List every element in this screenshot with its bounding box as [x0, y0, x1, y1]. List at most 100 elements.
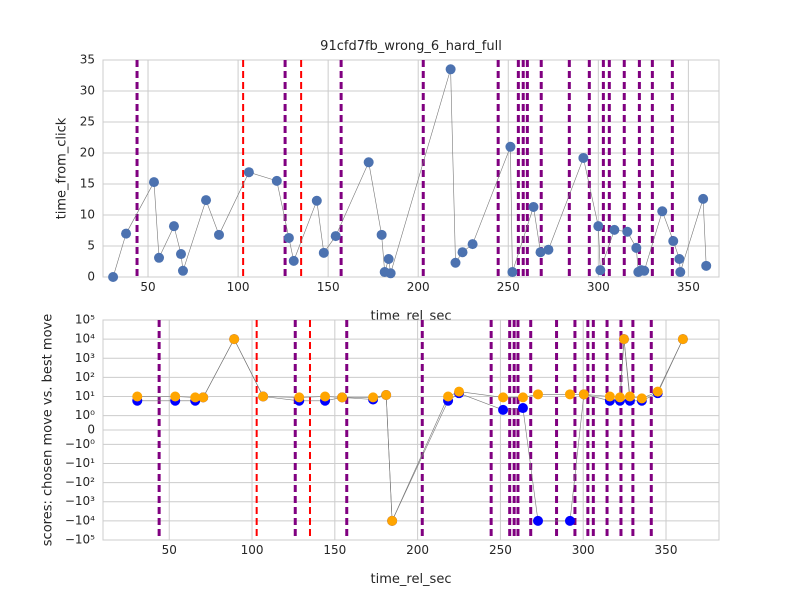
x-tick-label: 250: [497, 280, 520, 294]
point: [132, 391, 143, 402]
point: [320, 391, 331, 402]
y-tick-label: 15: [80, 177, 95, 191]
point: [311, 195, 322, 206]
y-tick-label: 30: [80, 84, 95, 98]
y-tick-label: −10⁵: [65, 533, 95, 547]
y-tick-label: 10²: [75, 370, 95, 384]
point: [668, 236, 679, 247]
point: [337, 392, 348, 403]
point: [243, 167, 254, 178]
point: [507, 267, 518, 278]
point: [674, 254, 685, 265]
y-tick-label: 10³: [75, 351, 95, 365]
x-tick-label: 100: [241, 543, 264, 557]
point: [121, 228, 132, 239]
chart-title: 91cfd7fb_wrong_6_hard_full: [320, 39, 502, 54]
point: [595, 265, 606, 276]
point: [698, 193, 709, 204]
y-tick-label: −10⁰: [65, 437, 95, 451]
point: [443, 391, 454, 402]
point: [528, 201, 539, 212]
point: [330, 231, 341, 242]
point: [283, 232, 294, 243]
y-tick-label: 10⁵: [75, 313, 95, 327]
point: [675, 267, 686, 278]
point: [198, 392, 209, 403]
point: [517, 403, 528, 414]
point: [318, 247, 329, 258]
point: [363, 157, 374, 168]
point: [593, 221, 604, 232]
point: [498, 404, 509, 415]
point: [445, 64, 456, 75]
y-tick-label: −10³: [65, 494, 95, 508]
point: [533, 515, 544, 526]
point: [383, 254, 394, 265]
point: [168, 221, 179, 232]
point: [701, 260, 712, 271]
point: [368, 392, 379, 403]
point: [636, 393, 647, 404]
point: [450, 257, 461, 268]
point: [578, 389, 589, 400]
point: [108, 272, 119, 282]
y-tick-label: 0: [87, 270, 95, 284]
y-tick-label: 20: [80, 146, 95, 160]
x-tick-label: 350: [677, 280, 700, 294]
x-tick-label: 150: [317, 280, 340, 294]
point: [258, 391, 269, 402]
point: [175, 249, 186, 260]
x-tick-label: 300: [572, 543, 595, 557]
x-tick-label: 200: [407, 280, 430, 294]
y-tick-label: −10¹: [65, 456, 95, 470]
y-tick-label: 10⁰: [75, 408, 95, 422]
point: [387, 515, 398, 526]
x-tick-label: 100: [227, 280, 250, 294]
x-tick-label: 200: [406, 543, 429, 557]
point: [457, 247, 468, 258]
y-tick-label: 35: [80, 53, 95, 67]
point: [677, 334, 688, 345]
point: [288, 255, 299, 266]
y-axis-label: time_from_click: [55, 117, 70, 219]
point: [578, 152, 589, 163]
point: [624, 391, 635, 402]
point: [657, 206, 668, 217]
y-tick-label: 0: [87, 423, 95, 437]
x-tick-label: 300: [587, 280, 610, 294]
point: [381, 390, 392, 401]
y-tick-label: 25: [80, 115, 95, 129]
y-axis-label: scores: chosen move vs. best move: [41, 314, 56, 546]
point: [505, 141, 516, 152]
point: [618, 334, 629, 345]
point: [154, 252, 165, 263]
point: [201, 195, 212, 206]
y-tick-label: 5: [87, 239, 95, 253]
x-tick-label: 250: [489, 543, 512, 557]
x-tick-label: 150: [323, 543, 346, 557]
point: [170, 391, 181, 402]
point: [271, 175, 282, 186]
point: [543, 244, 554, 255]
y-tick-label: 10⁴: [75, 332, 95, 346]
plot-area: [102, 59, 720, 278]
point: [229, 334, 240, 345]
y-tick-label: 10¹: [75, 389, 95, 403]
point: [190, 392, 201, 403]
point: [604, 391, 615, 402]
x-tick-label: 50: [162, 543, 177, 557]
point: [631, 242, 642, 253]
point: [454, 386, 465, 397]
y-tick-label: −10²: [65, 475, 95, 489]
point: [177, 265, 188, 276]
point: [614, 392, 625, 403]
point: [564, 515, 575, 526]
point: [652, 386, 663, 397]
point: [213, 229, 224, 240]
x-tick-label: 350: [655, 543, 678, 557]
point: [148, 177, 159, 188]
point: [517, 392, 528, 403]
point: [533, 389, 544, 400]
point: [535, 247, 546, 258]
